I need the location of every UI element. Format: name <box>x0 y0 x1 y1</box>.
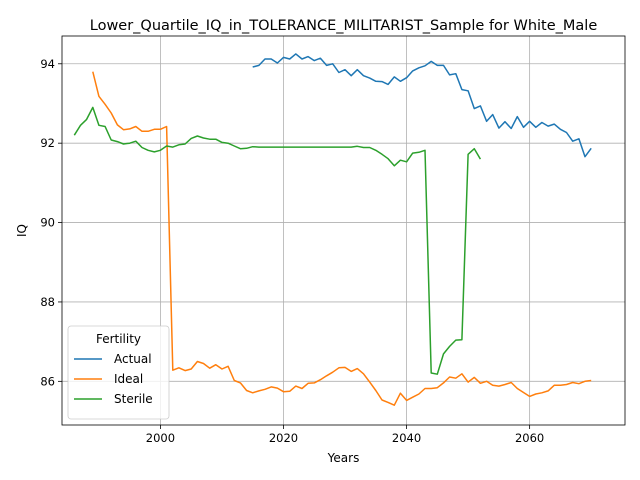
chart-title: Lower_Quartile_IQ_in_TOLERANCE_MILITARIS… <box>90 18 598 34</box>
x-tick-label: 2040 <box>392 431 421 445</box>
legend-label-actual: Actual <box>114 352 152 366</box>
y-tick-label: 88 <box>40 295 55 309</box>
plot-frame <box>61 35 626 426</box>
legend-box <box>67 325 170 420</box>
legend-label-sterile: Sterile <box>114 392 153 406</box>
legend-entries: Actual Ideal Sterile <box>74 352 153 406</box>
y-tick-label: 90 <box>40 216 55 230</box>
y-tick-label: 94 <box>40 57 55 71</box>
series-line-ideal <box>92 71 592 406</box>
x-axis-label: Years <box>327 451 360 465</box>
series-lines <box>73 53 592 406</box>
legend-title: Fertility <box>96 332 141 346</box>
y-tick-label: 92 <box>40 136 55 150</box>
x-tick-label: 2060 <box>515 431 544 445</box>
series-line-actual <box>252 53 592 158</box>
legend-label-ideal: Ideal <box>114 372 143 386</box>
x-tick-label: 2020 <box>269 431 298 445</box>
series-line-sterile <box>73 106 482 375</box>
x-tick-label: 2000 <box>146 431 175 445</box>
y-axis-label: IQ <box>15 224 29 237</box>
axis-ticks: 2000 2020 2040 2060 86 88 90 92 94 <box>40 57 544 445</box>
legend: Fertility Actual Ideal Sterile <box>67 325 170 420</box>
y-tick-label: 86 <box>40 374 55 388</box>
